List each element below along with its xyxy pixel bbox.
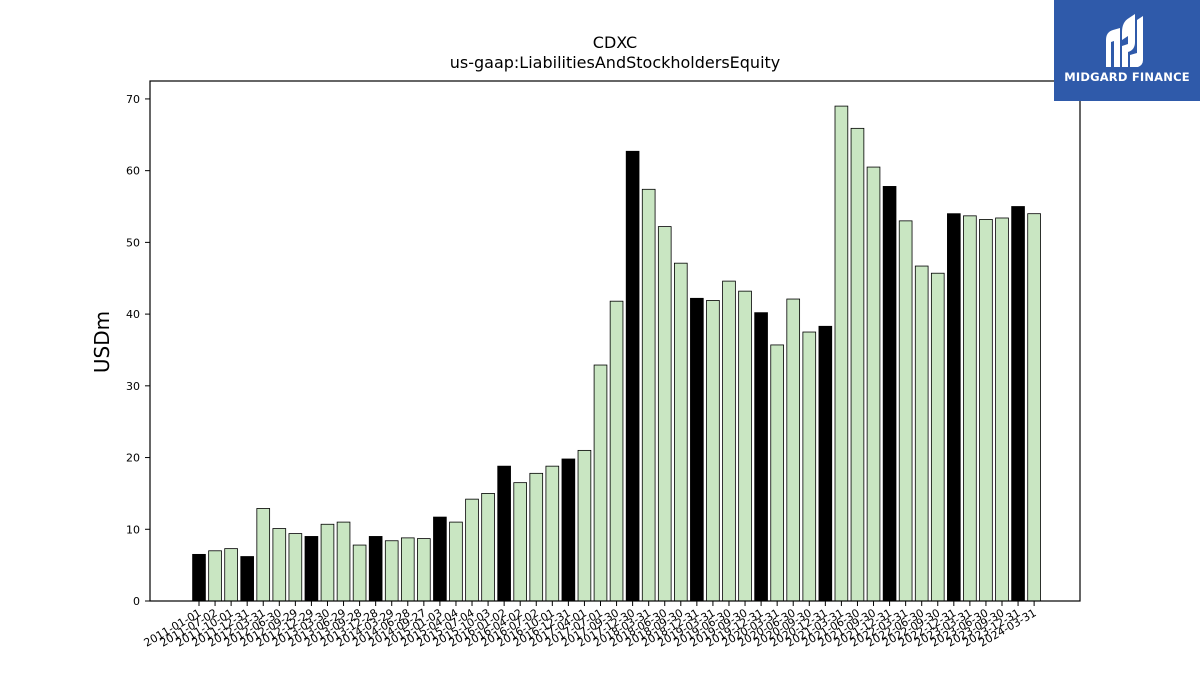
y-tick-label: 20 (126, 452, 140, 465)
bar (545, 465, 560, 602)
y-tick-label: 0 (133, 595, 140, 608)
bar (304, 536, 319, 602)
bar (400, 537, 415, 602)
y-tick-label: 60 (126, 165, 140, 178)
bar (898, 220, 913, 602)
bar (224, 548, 238, 602)
bar (352, 544, 367, 602)
logo-text: MIDGARD FINANCE (1064, 70, 1190, 84)
bar (336, 521, 351, 602)
y-tick-label: 30 (126, 380, 140, 393)
y-tick-label: 40 (126, 308, 140, 321)
bars-group (192, 105, 1041, 602)
bar (674, 262, 688, 602)
bar (914, 265, 929, 602)
bar (497, 465, 511, 602)
bar (770, 344, 784, 602)
bar (882, 186, 897, 602)
bar (850, 127, 865, 602)
y-axis-label: USDm (90, 311, 114, 373)
bar (593, 364, 608, 602)
bar (465, 498, 479, 602)
chart-subtitle: us-gaap:LiabilitiesAndStockholdersEquity (450, 53, 781, 72)
bar (384, 540, 399, 602)
y-axis-ticks: 0 10 20 30 40 50 60 70 (126, 93, 150, 608)
bar (738, 290, 752, 602)
bar (979, 219, 993, 602)
bar (288, 533, 303, 602)
bar (449, 521, 463, 602)
bar (834, 105, 849, 602)
y-tick-label: 10 (126, 523, 140, 536)
bar (609, 300, 624, 602)
bar (256, 508, 271, 602)
bar (433, 516, 447, 602)
bar (963, 215, 977, 602)
bar (272, 528, 287, 602)
bar (320, 523, 335, 602)
y-tick-label: 50 (126, 236, 140, 249)
bar (240, 556, 254, 602)
bar (417, 538, 431, 602)
bar (577, 449, 592, 602)
x-axis-ticks: 2011-01-012011-07-022011-10-012011-12-31… (142, 601, 1039, 650)
plot-frame (149, 80, 1081, 602)
bar (192, 553, 206, 602)
bar (368, 536, 383, 602)
bar (706, 300, 720, 602)
brand-logo: MIDGARD FINANCE (1054, 0, 1200, 101)
chart-title: CDXC (593, 33, 637, 52)
bar (722, 280, 736, 602)
bar (690, 297, 704, 602)
y-tick-label: 70 (126, 93, 140, 106)
bar (866, 166, 881, 602)
bar (513, 482, 527, 602)
bar (657, 226, 672, 602)
bar (1027, 213, 1041, 602)
bar (1011, 206, 1025, 602)
bar (529, 472, 544, 602)
logo-mark-icon (1106, 14, 1143, 67)
bar (481, 493, 495, 602)
bar (208, 550, 222, 602)
bar (625, 150, 640, 602)
bar (641, 188, 656, 602)
bar (561, 458, 576, 602)
bar (995, 217, 1009, 602)
bar (786, 298, 801, 602)
bar (818, 325, 833, 602)
bar (754, 312, 768, 602)
bar (802, 331, 817, 602)
bar (947, 213, 961, 602)
bar (930, 272, 945, 602)
